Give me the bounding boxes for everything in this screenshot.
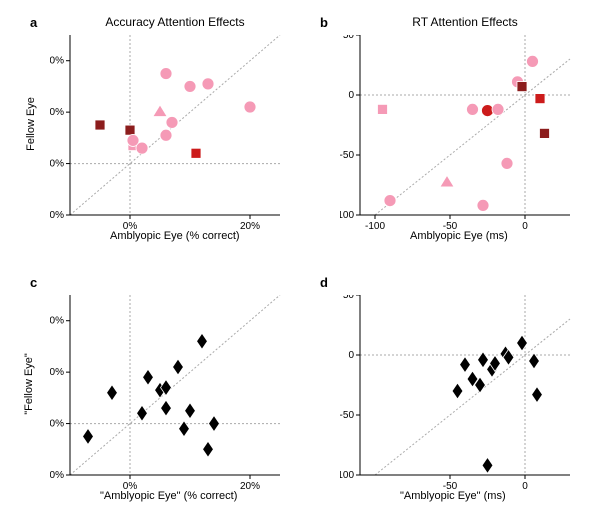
svg-text:-50: -50 — [340, 150, 354, 161]
panel-a-label: a — [30, 15, 37, 30]
svg-text:20%: 20% — [240, 221, 260, 232]
svg-text:20%: 20% — [50, 316, 64, 327]
svg-text:20%: 20% — [50, 56, 64, 67]
panel-d-chart: -100-50050-500 — [340, 295, 590, 510]
panel-a-title: Accuracy Attention Effects — [70, 15, 280, 29]
panel-d-xlabel: "Amblyopic Eye" (ms) — [400, 490, 506, 502]
svg-text:-10%: -10% — [50, 470, 64, 481]
svg-text:50: 50 — [343, 35, 355, 41]
svg-text:0: 0 — [348, 90, 354, 101]
panel-a-xlabel: Amblyopic Eye (% correct) — [110, 230, 240, 242]
svg-text:0: 0 — [348, 350, 354, 361]
svg-text:0%: 0% — [50, 159, 64, 170]
panel-c-ylabel: "Fellow Eye" — [23, 353, 35, 415]
svg-text:-100: -100 — [365, 221, 385, 232]
panel-a-chart: -10%0%10%20%0%20% — [50, 35, 300, 250]
panel-b-title: RT Attention Effects — [360, 15, 570, 29]
svg-text:-10%: -10% — [50, 210, 64, 221]
panel-c-xlabel: "Amblyopic Eye" (% correct) — [100, 490, 237, 502]
panel-a-ylabel: Fellow Eye — [25, 97, 37, 151]
panel-b-label: b — [320, 15, 328, 30]
panel-c-chart: -10%0%10%20%0%20% — [50, 295, 300, 510]
svg-text:10%: 10% — [50, 107, 64, 118]
svg-text:0: 0 — [522, 221, 528, 232]
svg-text:-100: -100 — [340, 470, 354, 481]
svg-text:-50: -50 — [340, 410, 354, 421]
panel-b-chart: -100-50050-100-500 — [340, 35, 590, 250]
panel-b-xlabel: Amblyopic Eye (ms) — [410, 230, 508, 242]
svg-text:50: 50 — [343, 295, 355, 301]
svg-text:0: 0 — [522, 481, 528, 492]
figure-container: a Accuracy Attention Effects Fellow Eye … — [0, 0, 612, 527]
panel-c-label: c — [30, 275, 37, 290]
svg-text:20%: 20% — [240, 481, 260, 492]
svg-text:10%: 10% — [50, 367, 64, 378]
panel-d-label: d — [320, 275, 328, 290]
svg-text:-100: -100 — [340, 210, 354, 221]
svg-text:0%: 0% — [50, 419, 64, 430]
